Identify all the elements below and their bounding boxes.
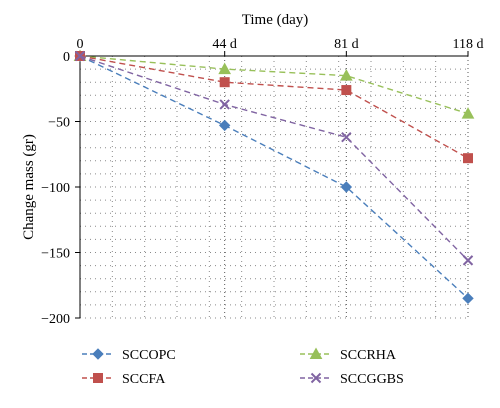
axes: 0 −50 −100 −150 −200 0 44 d 81 d 118 d: [41, 37, 483, 327]
legend-label-sccggbs: SCCGGBS: [340, 372, 404, 387]
legend-marker-sccrha: [309, 347, 323, 359]
data-point-sccopc: [340, 181, 353, 193]
y-tick-label: −200: [41, 312, 70, 327]
legend-marker-sccfa: [93, 373, 103, 383]
y-axis-label: Change mass (gr): [21, 134, 37, 240]
data-point-sccrha: [461, 107, 475, 119]
data-point-sccrha: [218, 62, 232, 75]
data-point-sccggbs: [219, 99, 230, 110]
series-sccopc: [74, 50, 474, 305]
data-point-sccfa: [463, 153, 473, 164]
data-point-sccopc: [462, 292, 474, 305]
data-point-sccggbs: [341, 132, 352, 143]
legend: SCCOPC SCCRHA SCCFA SCCGGBS: [82, 347, 404, 387]
series-sccggbs: [74, 50, 474, 266]
legend-item-sccggbs: SCCGGBS: [300, 372, 404, 387]
y-tick-label: 0: [63, 50, 70, 65]
series-line-sccopc: [79, 55, 469, 299]
series-line-sccrha: [79, 55, 469, 115]
series-line-sccfa: [79, 55, 469, 159]
legend-marker-sccggbs: [310, 372, 322, 384]
series-group: [73, 49, 475, 305]
legend-item-sccrha: SCCRHA: [300, 347, 397, 363]
grid: [80, 55, 469, 319]
data-point-sccopc: [218, 119, 231, 132]
legend-marker-sccopc: [92, 348, 104, 360]
legend-label-sccrha: SCCRHA: [340, 348, 397, 363]
y-tick-label: −100: [41, 181, 70, 196]
legend-item-sccfa: SCCFA: [82, 372, 166, 387]
series-line-sccggbs: [79, 55, 469, 261]
y-tick-label: −50: [48, 116, 70, 131]
legend-item-sccopc: SCCOPC: [82, 348, 176, 363]
legend-label-sccopc: SCCOPC: [122, 348, 176, 363]
data-point-sccggbs: [462, 255, 474, 266]
x-axis-label: Time (day): [242, 12, 309, 28]
data-point-sccrha: [339, 69, 353, 81]
legend-label-sccfa: SCCFA: [122, 372, 166, 387]
y-tick-label: −150: [41, 247, 70, 262]
x-tick-label: 81 d: [334, 37, 359, 52]
data-point-sccfa: [341, 85, 352, 96]
series-sccrha: [73, 49, 475, 119]
data-point-sccggbs: [74, 50, 86, 62]
data-point-sccfa: [219, 77, 230, 88]
x-tick-label: 44 d: [212, 37, 237, 52]
x-tick-label: 0: [77, 37, 84, 52]
x-tick-label: 118 d: [453, 37, 484, 52]
